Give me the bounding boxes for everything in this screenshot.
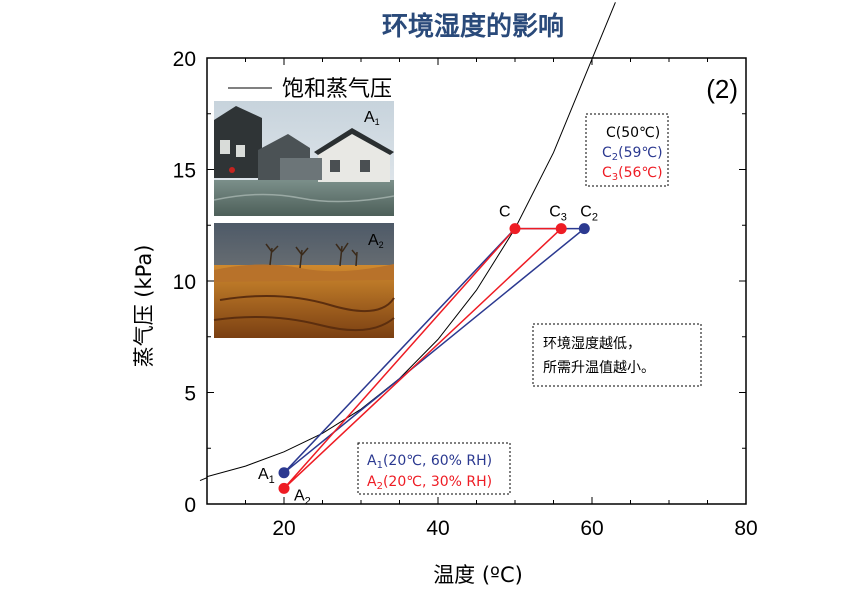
a-legend-box: A1(20℃, 60% RH) A2(20℃, 30% RH) — [357, 442, 511, 495]
y-tick-label: 10 — [173, 271, 196, 294]
x-tick-label: 40 — [426, 517, 449, 540]
c-box-line-1: C2(59℃) — [602, 145, 663, 163]
a-box-line-1: A2(20℃, 30% RH) — [367, 474, 492, 492]
c-box-line-2: C3(56℃) — [602, 165, 663, 183]
x-tick-label: 80 — [734, 517, 757, 540]
y-axis-label: 蒸气压 (kPa) — [132, 245, 156, 368]
y-tick-label: 0 — [184, 494, 196, 517]
photo-water-town: A1 — [213, 101, 395, 216]
axis-tick-labels: 20 40 60 80 0 5 10 15 20 — [173, 48, 758, 540]
point-label-C: C — [499, 204, 511, 221]
photo-a2-label: A2 — [368, 232, 384, 250]
x-tick-label: 20 — [272, 517, 295, 540]
point-label-A1: A1 — [258, 466, 275, 486]
point-label-A2: A2 — [294, 487, 311, 507]
x-axis-label: 温度 (ºC) — [433, 563, 523, 587]
note-line-0: 环境湿度越低， — [543, 336, 641, 352]
point-A2 — [278, 482, 290, 494]
chart-title: 环境湿度的影响 — [382, 11, 564, 42]
panel-id: (2) — [706, 74, 738, 104]
photo-a1-label: A1 — [364, 109, 380, 127]
note-line-1: 所需升温值越小。 — [543, 360, 655, 376]
saturation-curve-left-extension — [199, 477, 208, 482]
axis-ticks — [206, 57, 747, 505]
point-label-C2: C2 — [580, 204, 598, 224]
legend-entry: 饱和蒸气压 — [282, 77, 392, 102]
x-tick-label: 60 — [580, 517, 603, 540]
point-A1 — [278, 467, 290, 479]
y-tick-label: 20 — [173, 48, 196, 71]
point-label-C3: C3 — [549, 204, 567, 224]
c-box-line-0: C(50℃) — [606, 125, 660, 141]
series-line-red — [283, 227, 564, 489]
saturation-curve-extension — [591, 2, 616, 60]
point-C3 — [555, 223, 567, 235]
y-tick-label: 5 — [184, 383, 196, 406]
point-C2 — [578, 223, 590, 235]
y-tick-label: 15 — [173, 160, 196, 183]
a-box-line-0: A1(20℃, 60% RH) — [367, 453, 492, 471]
c-legend-box: C(50℃) C2(59℃) C3(56℃) — [585, 113, 669, 187]
point-C — [509, 223, 521, 235]
note-box: 环境湿度越低， 所需升温值越小。 — [532, 323, 702, 387]
photo-dry-land: A2 — [213, 223, 395, 338]
